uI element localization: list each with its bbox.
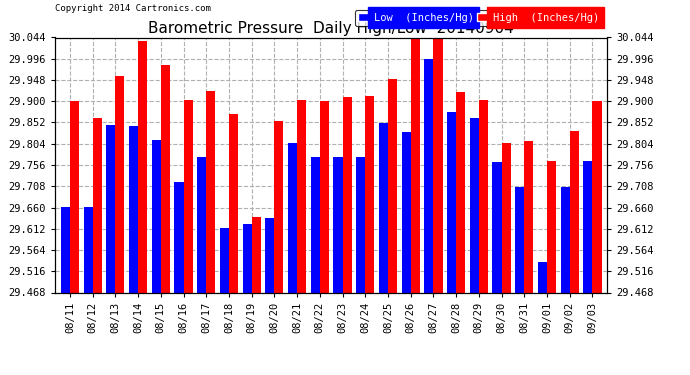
Bar — [266, 218, 275, 292]
Bar — [433, 38, 442, 292]
Bar — [92, 118, 101, 292]
Bar — [470, 118, 479, 292]
Bar — [593, 101, 602, 292]
Bar — [356, 157, 365, 292]
Bar — [152, 140, 161, 292]
Title: Barometric Pressure  Daily High/Low  20140904: Barometric Pressure Daily High/Low 20140… — [148, 21, 514, 36]
Bar — [379, 123, 388, 292]
Bar — [502, 143, 511, 292]
Bar — [175, 182, 184, 292]
Bar — [424, 59, 433, 292]
Text: Copyright 2014 Cartronics.com: Copyright 2014 Cartronics.com — [55, 4, 211, 13]
Bar — [320, 101, 329, 292]
Bar — [106, 125, 115, 292]
Bar — [288, 143, 297, 292]
Legend: Low  (Inches/Hg), High  (Inches/Hg): Low (Inches/Hg), High (Inches/Hg) — [355, 9, 602, 26]
Bar — [184, 100, 193, 292]
Bar — [547, 160, 556, 292]
Bar — [83, 207, 92, 292]
Bar — [138, 41, 147, 292]
Bar — [333, 157, 342, 292]
Bar — [447, 112, 456, 292]
Bar — [402, 132, 411, 292]
Bar — [479, 100, 488, 292]
Bar — [365, 96, 375, 292]
Bar — [493, 162, 502, 292]
Bar — [243, 224, 252, 292]
Bar — [524, 141, 533, 292]
Bar — [275, 121, 284, 292]
Bar — [229, 114, 238, 292]
Bar — [561, 187, 570, 292]
Bar — [129, 126, 138, 292]
Bar — [342, 97, 352, 292]
Bar — [70, 101, 79, 292]
Bar — [515, 187, 524, 292]
Bar — [388, 79, 397, 292]
Bar — [220, 228, 229, 292]
Bar — [61, 207, 70, 292]
Bar — [570, 131, 579, 292]
Bar — [310, 157, 320, 292]
Bar — [115, 76, 124, 292]
Bar — [297, 100, 306, 292]
Bar — [411, 34, 420, 292]
Bar — [456, 92, 465, 292]
Bar — [206, 91, 215, 292]
Bar — [583, 160, 593, 292]
Bar — [197, 157, 206, 292]
Bar — [538, 261, 547, 292]
Bar — [161, 65, 170, 292]
Bar — [252, 217, 261, 292]
